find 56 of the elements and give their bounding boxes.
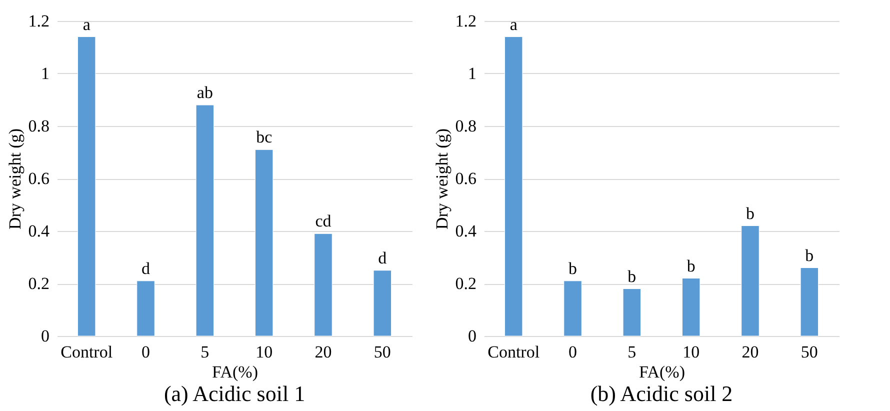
x-tick-label: 20 — [742, 342, 759, 362]
annotation: b — [805, 246, 814, 265]
bar — [373, 270, 392, 336]
x-tick-label: 5 — [628, 342, 636, 362]
bar — [504, 36, 523, 336]
bar — [564, 280, 582, 336]
y-tick-label: 0.4 — [455, 222, 477, 240]
y-tick-label: 1.2 — [28, 12, 50, 30]
bar — [77, 36, 96, 336]
y-tick-label: 0.2 — [455, 274, 476, 293]
annotation: a — [82, 14, 91, 34]
annotation: cd — [315, 212, 332, 231]
x-tick-label: 5 — [200, 342, 210, 362]
text: (b) Acidic soil 2 — [590, 381, 733, 406]
bar — [254, 149, 274, 336]
x-tick-label: 20 — [314, 342, 332, 362]
y-tick-label: 1 — [468, 64, 476, 83]
y-tick-label: 0 — [41, 326, 50, 346]
y-tick-label: 1.2 — [455, 12, 476, 30]
y-tick-label: 0 — [468, 326, 476, 346]
annotation: b — [746, 204, 754, 223]
x-tick-label: 50 — [374, 342, 391, 362]
annotation: b — [568, 258, 577, 278]
y-tick-label: 0.4 — [28, 222, 50, 240]
bar — [196, 104, 214, 336]
annotation: b — [686, 256, 696, 276]
y-tick-label: 0.8 — [455, 116, 476, 136]
x-tick-label: 50 — [800, 342, 818, 362]
x-axis-title: FA(%) — [212, 362, 258, 382]
x-axis-title: FA(%) — [639, 362, 685, 382]
x-tick-label: Control — [488, 342, 540, 362]
bar — [622, 288, 642, 336]
annotation: b — [628, 266, 636, 286]
bar — [741, 226, 760, 336]
annotation: d — [142, 258, 150, 278]
x-tick-label: 10 — [682, 342, 700, 362]
y-tick-label: 1 — [41, 64, 50, 83]
text: (a) Acidic soil 1 — [164, 381, 306, 406]
bar — [800, 268, 819, 336]
y-tick-label: 0.6 — [28, 169, 50, 188]
y-axis-title: Dry weight (g) — [5, 128, 24, 230]
y-tick-label: 0.8 — [28, 116, 50, 136]
annotation: a — [510, 14, 518, 34]
x-tick-label: 0 — [142, 342, 150, 362]
annotation: bc — [256, 128, 273, 147]
bar — [136, 280, 155, 336]
annotation: ab — [196, 83, 213, 102]
x-tick-label: 0 — [568, 342, 577, 362]
x-tick-label: Control — [60, 342, 113, 362]
annotation: d — [378, 248, 388, 268]
bar — [314, 233, 332, 336]
x-tick-label: 10 — [256, 342, 273, 362]
y-axis-title: Dry weight (g) — [432, 128, 452, 230]
y-tick-label: 0.6 — [455, 169, 476, 188]
y-tick-label: 0.2 — [28, 274, 50, 293]
bar — [682, 278, 700, 336]
